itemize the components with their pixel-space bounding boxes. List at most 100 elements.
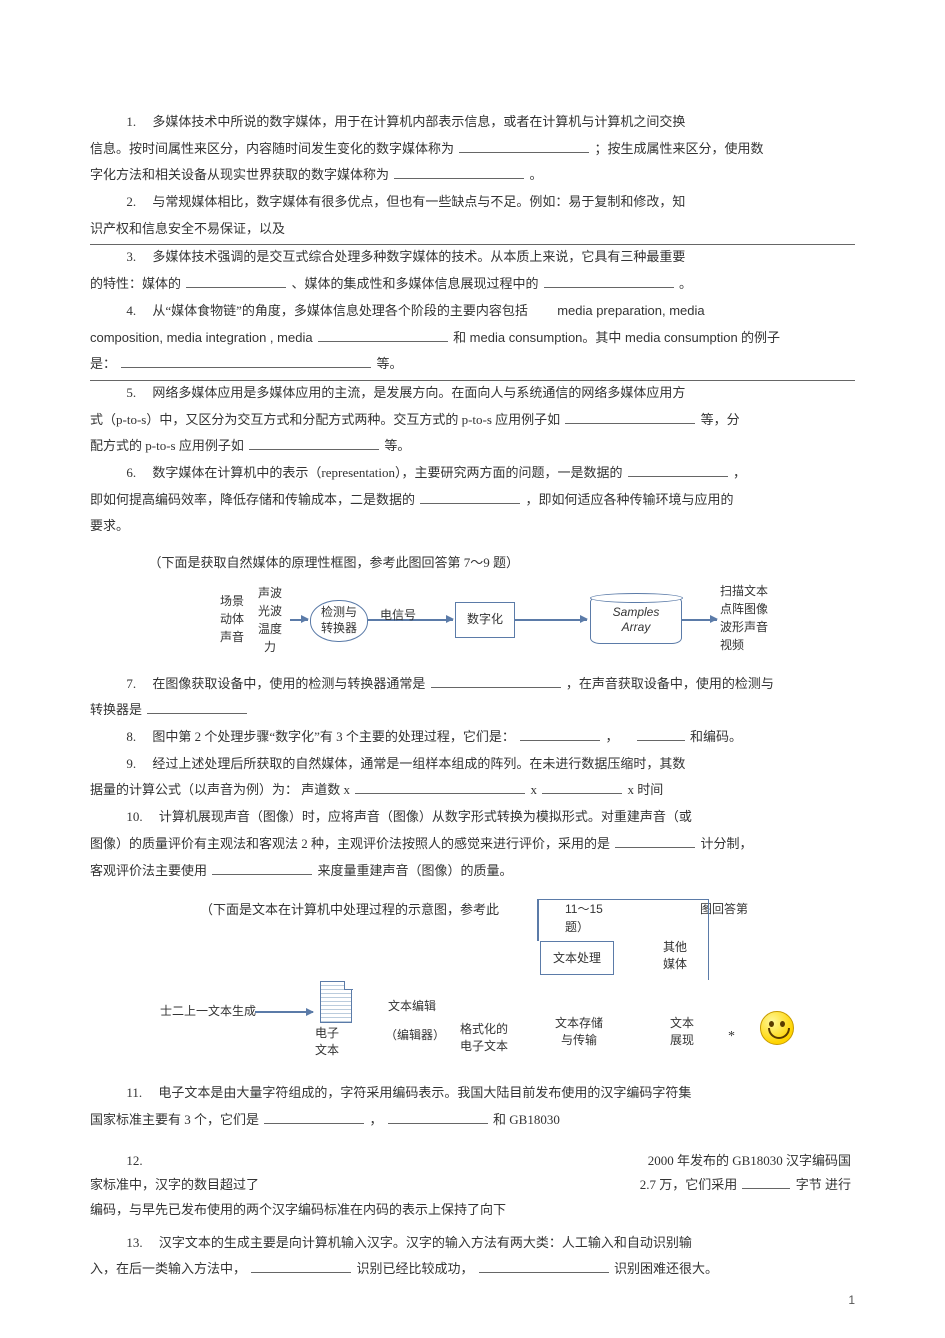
fig1-inputs: 场景 动体 声音 [220,592,244,646]
q-text: 字化方法和相关设备从现实世界获取的数字媒体称为 [90,167,389,182]
q-number: 5. [126,385,136,400]
q-text: x 时间 [628,782,664,797]
q-text: 转换器是 [90,702,142,717]
fill-blank[interactable] [388,1110,488,1124]
document-page: 1. 多媒体技术中所说的数字媒体，用于在计算机内部表示信息，或者在计算机与计算机… [0,0,945,1338]
q-text: 在图像获取设备中，使用的检测与转换器通常是 [152,676,425,691]
q-number: 12. [126,1153,142,1168]
question-11: 11. 电子文本是由大量字符组成的，字符采用编码表示。我国大陆目前发布使用的汉字… [90,1081,855,1106]
q-text: 、媒体的集成性和多媒体信息展现过程中的 [292,276,539,291]
fill-blank[interactable] [742,1175,790,1189]
fill-blank[interactable] [542,780,622,794]
fill-blank[interactable] [249,436,379,450]
q-text: 入，在后一类输入方法中， [90,1261,246,1276]
fig1-outputs: 扫描文本 点阵图像 波形声音 视频 [720,582,768,654]
fig2-ebook-label: 电子 文本 [315,1025,339,1059]
q-text: 电子文本是由大量字符组成的，字符采用编码表示。我国大陆目前发布使用的汉字编码字符… [158,1085,691,1100]
q-text-latin: composition, media integration , media [90,330,313,345]
question-1-line3: 字化方法和相关设备从现实世界获取的数字媒体称为 。 [90,163,855,188]
q-text: ， [733,465,746,480]
fill-blank[interactable] [459,139,589,153]
fill-blank[interactable] [355,780,525,794]
q-text: 的例子 [741,330,780,345]
question-10-line2: 图像）的质量评价有主观法和客观法 2 种，主观评价法按照人的感觉来进行评价，采用… [90,832,855,857]
fill-blank[interactable] [251,1259,351,1273]
figure-1-diagram: 场景 动体 声音 声波 光波 温度 力 检测与 转换器 电信号 数字化 Samp… [220,582,840,668]
q-text: 来度量重建声音（图像）的质量。 [318,863,513,878]
q-text: ， [370,1112,383,1127]
q-text: 和 GB18030 [493,1112,560,1127]
figure1-caption: （下面是获取自然媒体的原理性框图，参考此图回答第 7～9 题） [90,551,855,576]
q-text: ，即如何适应各种传输环境与应用的 [526,492,734,507]
q-text: 配方式的 p-to-s 应用例子如 [90,438,244,453]
question-6-line3: 要求。 [90,514,855,539]
question-10: 10. 计算机展现声音（图像）时，应将声音（图像）从数字形式转换为模拟形式。对重… [90,805,855,830]
fill-blank[interactable] [394,165,524,179]
q-number: 13. [126,1235,142,1250]
question-3: 3. 多媒体技术强调的是交互式综合处理多种数字媒体的技术。从本质上来说，它具有三… [90,245,855,270]
fill-blank[interactable] [628,463,728,477]
question-13: 13. 汉字文本的生成主要是向计算机输入汉字。汉字的输入方法有两大类：人工输入和… [90,1231,855,1256]
q-text: x [531,782,538,797]
fill-blank[interactable] [479,1259,609,1273]
fill-blank[interactable] [420,490,520,504]
q-number: 9. [126,756,136,771]
q-text: 等。 [384,438,410,453]
fill-blank[interactable] [318,328,448,342]
question-9: 9. 经过上述处理后所获取的自然媒体，通常是一组样本组成的阵列。在未进行数据压缩… [90,752,855,777]
q-text: 家标准中，汉字的数目超过了 [90,1177,259,1192]
arrow-icon [255,1011,313,1013]
fill-blank[interactable] [121,354,371,368]
q-text: 等。 [377,356,403,371]
fill-blank[interactable] [431,674,561,688]
q-text: 识别困难还很大。 [614,1261,718,1276]
q-number: 1. [126,114,136,129]
q-text: 字节 进行 [796,1177,851,1192]
question-2: 2. 与常规媒体相比，数字媒体有很多优点，但也有一些缺点与不足。例如：易于复制和… [90,190,855,215]
q-text: 。 [530,167,543,182]
question-6: 6. 数字媒体在计算机中的表示（representation），主要研究两方面的… [90,461,855,486]
fill-blank[interactable] [264,1110,364,1124]
q-number: 11. [126,1085,142,1100]
fill-blank[interactable] [520,727,600,741]
fill-blank[interactable] [565,410,695,424]
fill-blank[interactable] [544,274,674,288]
q-text: 2000 年发布的 GB18030 汉字编码国 [648,1153,851,1168]
q-text: 式（p-to-s）中，又区分为交互方式和分配方式两种。交互方式的 p-to-s … [90,412,560,427]
q-text: 编码，与早先已发布使用的两个汉字编码标准在内码的表示上保持了向下 [90,1202,506,1217]
question-1-line2: 信息。按时间属性来区分，内容随时间发生变化的数字媒体称为 ；按生成属性来区分，使… [90,137,855,162]
fig2-editor-label: （编辑器） [385,1027,445,1044]
fill-blank[interactable] [637,727,685,741]
q-number: 8. [126,729,136,744]
q-text: 国家标准主要有 3 个，它们是 [90,1112,259,1127]
fill-blank[interactable] [186,274,286,288]
question-11-line2: 国家标准主要有 3 个，它们是 ， 和 GB18030 [90,1108,855,1133]
question-9-line2: 据量的计算公式（以声音为例）为： 声道数 x x x 时间 [90,778,855,803]
question-10-line3: 客观评价法主要使用 来度量重建声音（图像）的质量。 [90,859,855,884]
arrow-icon [682,619,717,621]
fill-blank[interactable] [147,700,247,714]
q-text: 。 [679,276,692,291]
figure-2-diagram: （下面是文本在计算机中处理过程的示意图，参考此 11～15 题） 图回答第 文本… [160,903,860,1073]
smiley-icon [760,1011,794,1045]
q-text: 与常规媒体相比，数字媒体有很多优点，但也有一些缺点与不足。例如：易于复制和修改，… [152,194,685,209]
question-5-line2: 式（p-to-s）中，又区分为交互方式和分配方式两种。交互方式的 p-to-s … [90,408,855,433]
fig1-waves: 声波 光波 温度 力 [258,584,282,656]
question-12: 12. 2000 年发布的 GB18030 汉字编码国 [90,1149,855,1174]
question-8: 8. 图中第 2 个处理步骤“数字化”有 3 个主要的处理过程，它们是： ， 和… [90,725,855,750]
fill-blank[interactable] [615,834,695,848]
fill-blank[interactable] [212,861,312,875]
q-text: 经过上述处理后所获取的自然媒体，通常是一组样本组成的阵列。在未进行数据压缩时，其… [152,756,685,771]
arrow-icon [290,619,308,621]
question-4: 4. 从“媒体食物链”的角度，多媒体信息处理各个阶段的主要内容包括 media … [90,299,855,324]
q-text: 计算机展现声音（图像）时，应将声音（图像）从数字形式转换为模拟形式。对重建声音（… [159,809,692,824]
q-text: 从“媒体食物链”的角度，多媒体信息处理各个阶段的主要内容包括 [152,303,528,318]
document-icon [320,981,352,1023]
question-3-line2: 的特性：媒体的 、媒体的集成性和多媒体信息展现过程中的 。 [90,272,855,297]
q-text: ， [605,729,618,744]
q-text: 识别已经比较成功， [357,1261,474,1276]
page-number: 1 [848,1289,855,1312]
question-7: 7. 在图像获取设备中，使用的检测与转换器通常是 ，在声音获取设备中，使用的检测… [90,672,855,697]
fig2-format-label: 格式化的 电子文本 [460,1021,508,1055]
question-7-line2: 转换器是 [90,698,855,723]
